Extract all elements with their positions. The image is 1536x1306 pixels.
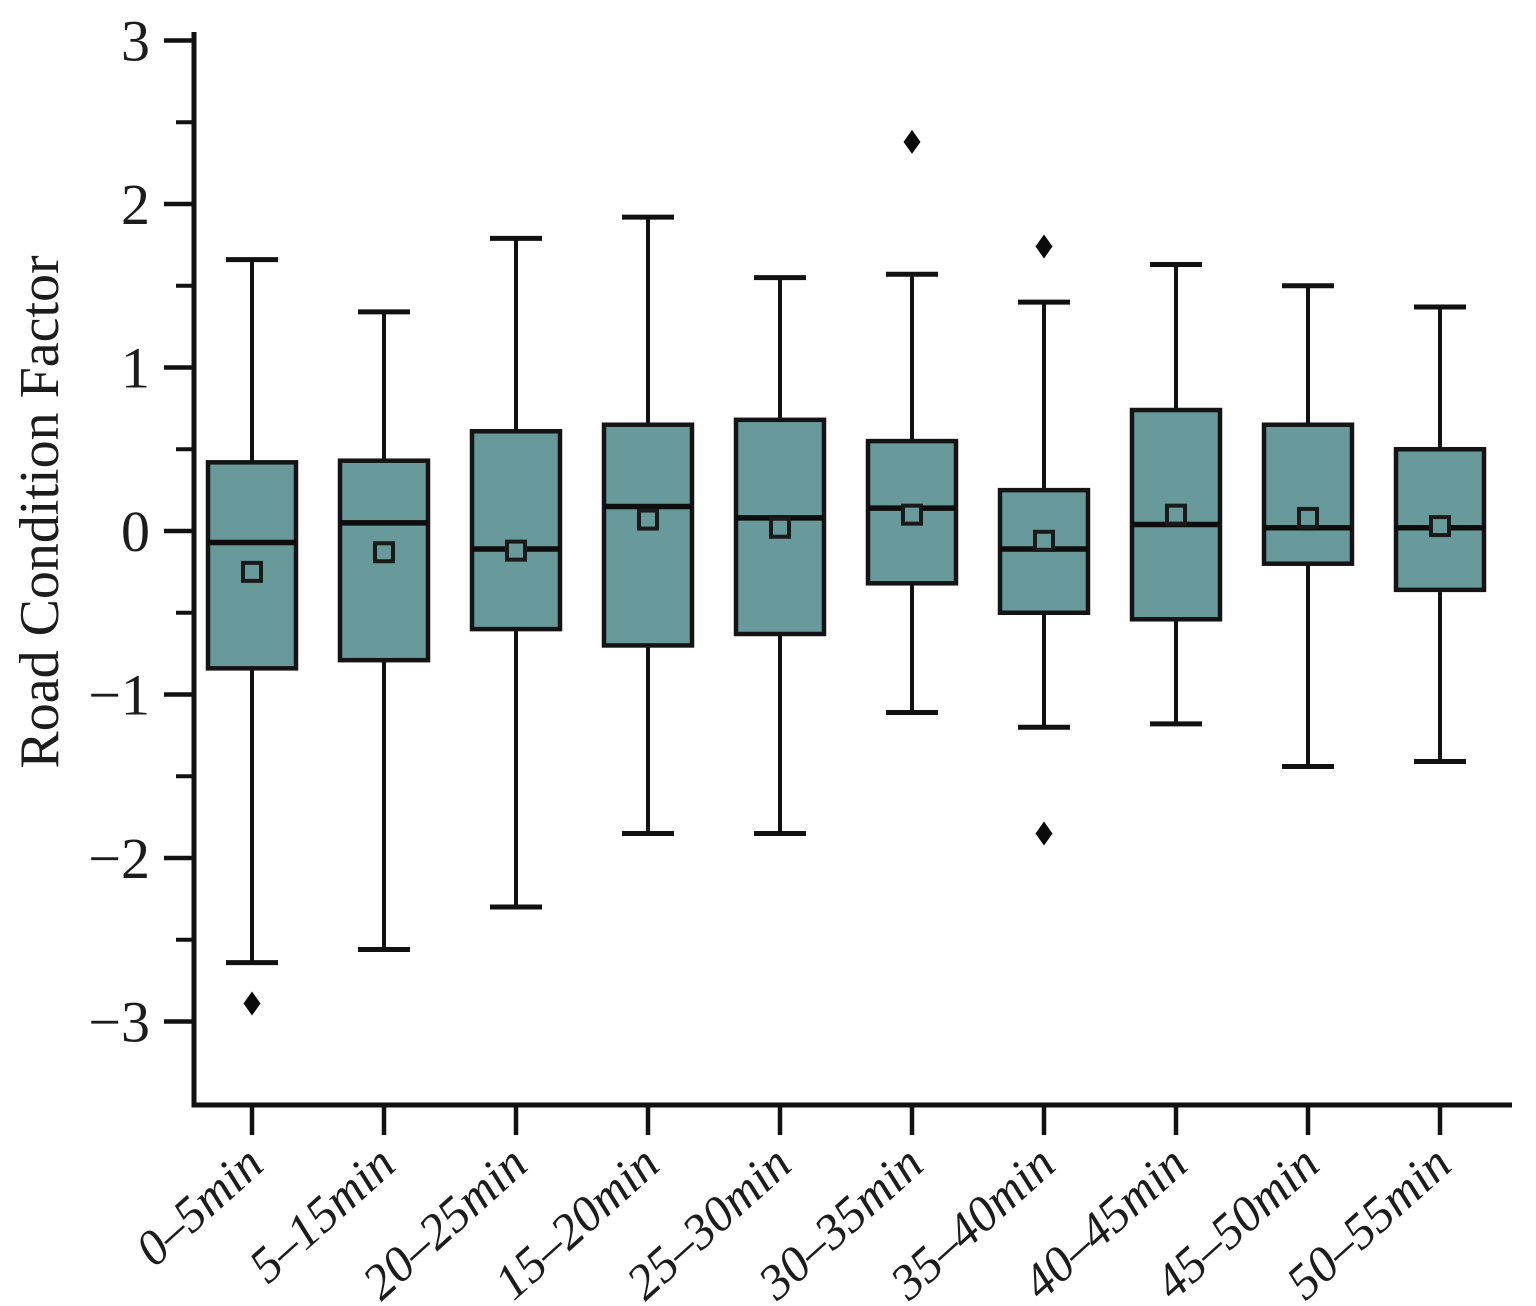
outlier-marker	[1035, 234, 1053, 259]
outlier-marker	[903, 129, 921, 154]
mean-marker	[1165, 503, 1187, 526]
y-tick-label: 3	[121, 9, 150, 74]
mean-marker	[241, 560, 263, 583]
y-tick-label: −2	[88, 826, 150, 891]
y-axis-title: Road Condition Factor	[9, 255, 71, 769]
box-group-7: 35–40min	[879, 234, 1091, 1306]
y-tick-label: −3	[88, 990, 150, 1055]
y-tick-label: 2	[121, 172, 150, 237]
mean-marker	[901, 503, 923, 526]
mean-marker	[1429, 515, 1451, 538]
box-group-1: 0–5min	[124, 257, 299, 1277]
outlier-marker	[1035, 821, 1053, 846]
mean-marker	[637, 508, 659, 531]
mean-marker	[505, 539, 527, 562]
mean-marker	[373, 541, 395, 564]
box-group-2: 5–15min	[238, 309, 431, 1293]
y-tick-label: −1	[88, 663, 150, 728]
y-tick-label: 0	[121, 499, 150, 564]
axes: 3 2 1 0 −1 −2 −3 Road Condition Factor	[9, 9, 1512, 1108]
iqr-box	[601, 422, 695, 648]
mean-marker	[769, 516, 791, 539]
outlier-marker	[243, 991, 261, 1016]
y-tick-label: 1	[121, 336, 150, 401]
iqr-box	[1261, 422, 1355, 566]
iqr-box	[469, 429, 563, 632]
mean-marker	[1033, 529, 1055, 552]
iqr-box	[337, 458, 431, 663]
mean-marker	[1297, 506, 1319, 529]
